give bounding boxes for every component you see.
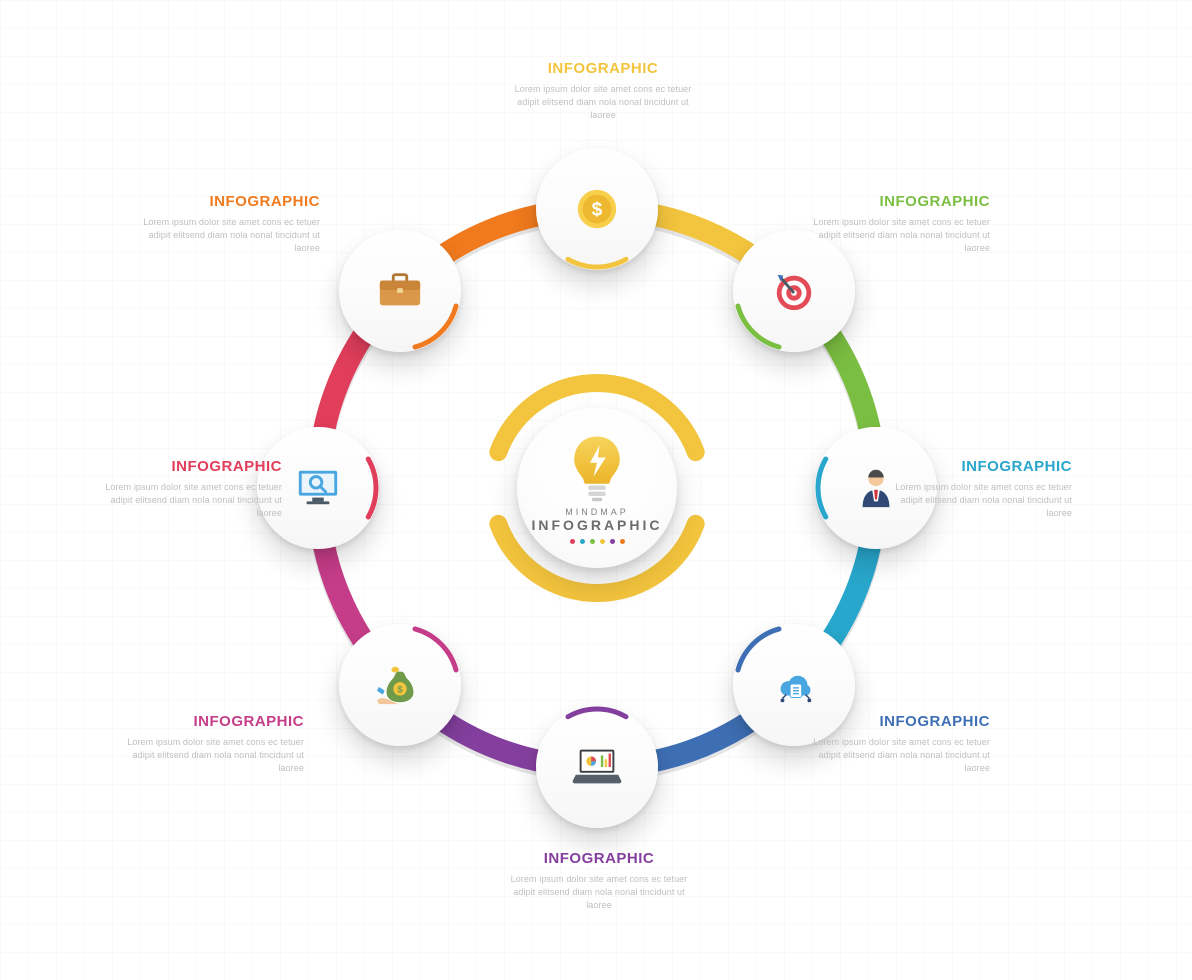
node-label-title: INFOGRAPHIC: [882, 458, 1072, 475]
node-label-body: Lorem ipsum dolor site amet cons ec tetu…: [130, 216, 320, 255]
node-label-title: INFOGRAPHIC: [92, 458, 282, 475]
center-hub: MINDMAP INFOGRAPHIC: [517, 408, 677, 568]
node-label: INFOGRAPHIC Lorem ipsum dolor site amet c…: [800, 193, 990, 255]
mindmap-node: [536, 706, 658, 828]
node-label-title: INFOGRAPHIC: [508, 60, 698, 77]
center-subtitle: MINDMAP: [565, 507, 629, 517]
node-label: INFOGRAPHIC Lorem ipsum dolor site amet c…: [800, 713, 990, 775]
node-label-body: Lorem ipsum dolor site amet cons ec tetu…: [508, 83, 698, 122]
node-label-title: INFOGRAPHIC: [130, 193, 320, 210]
node-label-title: INFOGRAPHIC: [800, 193, 990, 210]
node-label: INFOGRAPHIC Lorem ipsum dolor site amet c…: [508, 60, 698, 122]
node-label-body: Lorem ipsum dolor site amet cons ec tetu…: [92, 481, 282, 520]
mindmap-node: $: [536, 148, 658, 270]
node-label: INFOGRAPHIC Lorem ipsum dolor site amet c…: [92, 458, 282, 520]
node-label-title: INFOGRAPHIC: [800, 713, 990, 730]
mindmap-canvas: MINDMAP INFOGRAPHIC $: [0, 0, 1192, 980]
center-dots: [570, 539, 625, 544]
node-label-body: Lorem ipsum dolor site amet cons ec tetu…: [882, 481, 1072, 520]
node-label: INFOGRAPHIC Lorem ipsum dolor site amet c…: [130, 193, 320, 255]
lightbulb-bolt-icon: [567, 433, 627, 503]
node-label-title: INFOGRAPHIC: [114, 713, 304, 730]
node-label: INFOGRAPHIC Lorem ipsum dolor site amet c…: [882, 458, 1072, 520]
node-label-body: Lorem ipsum dolor site amet cons ec tetu…: [114, 736, 304, 775]
node-label: INFOGRAPHIC Lorem ipsum dolor site amet c…: [114, 713, 304, 775]
mindmap-node: [339, 230, 461, 352]
node-label-body: Lorem ipsum dolor site amet cons ec tetu…: [504, 873, 694, 912]
mindmap-node: $: [339, 624, 461, 746]
node-label-title: INFOGRAPHIC: [504, 850, 694, 867]
center-title: INFOGRAPHIC: [532, 517, 663, 533]
node-label-body: Lorem ipsum dolor site amet cons ec tetu…: [800, 736, 990, 775]
node-label-body: Lorem ipsum dolor site amet cons ec tetu…: [800, 216, 990, 255]
node-label: INFOGRAPHIC Lorem ipsum dolor site amet c…: [504, 850, 694, 912]
